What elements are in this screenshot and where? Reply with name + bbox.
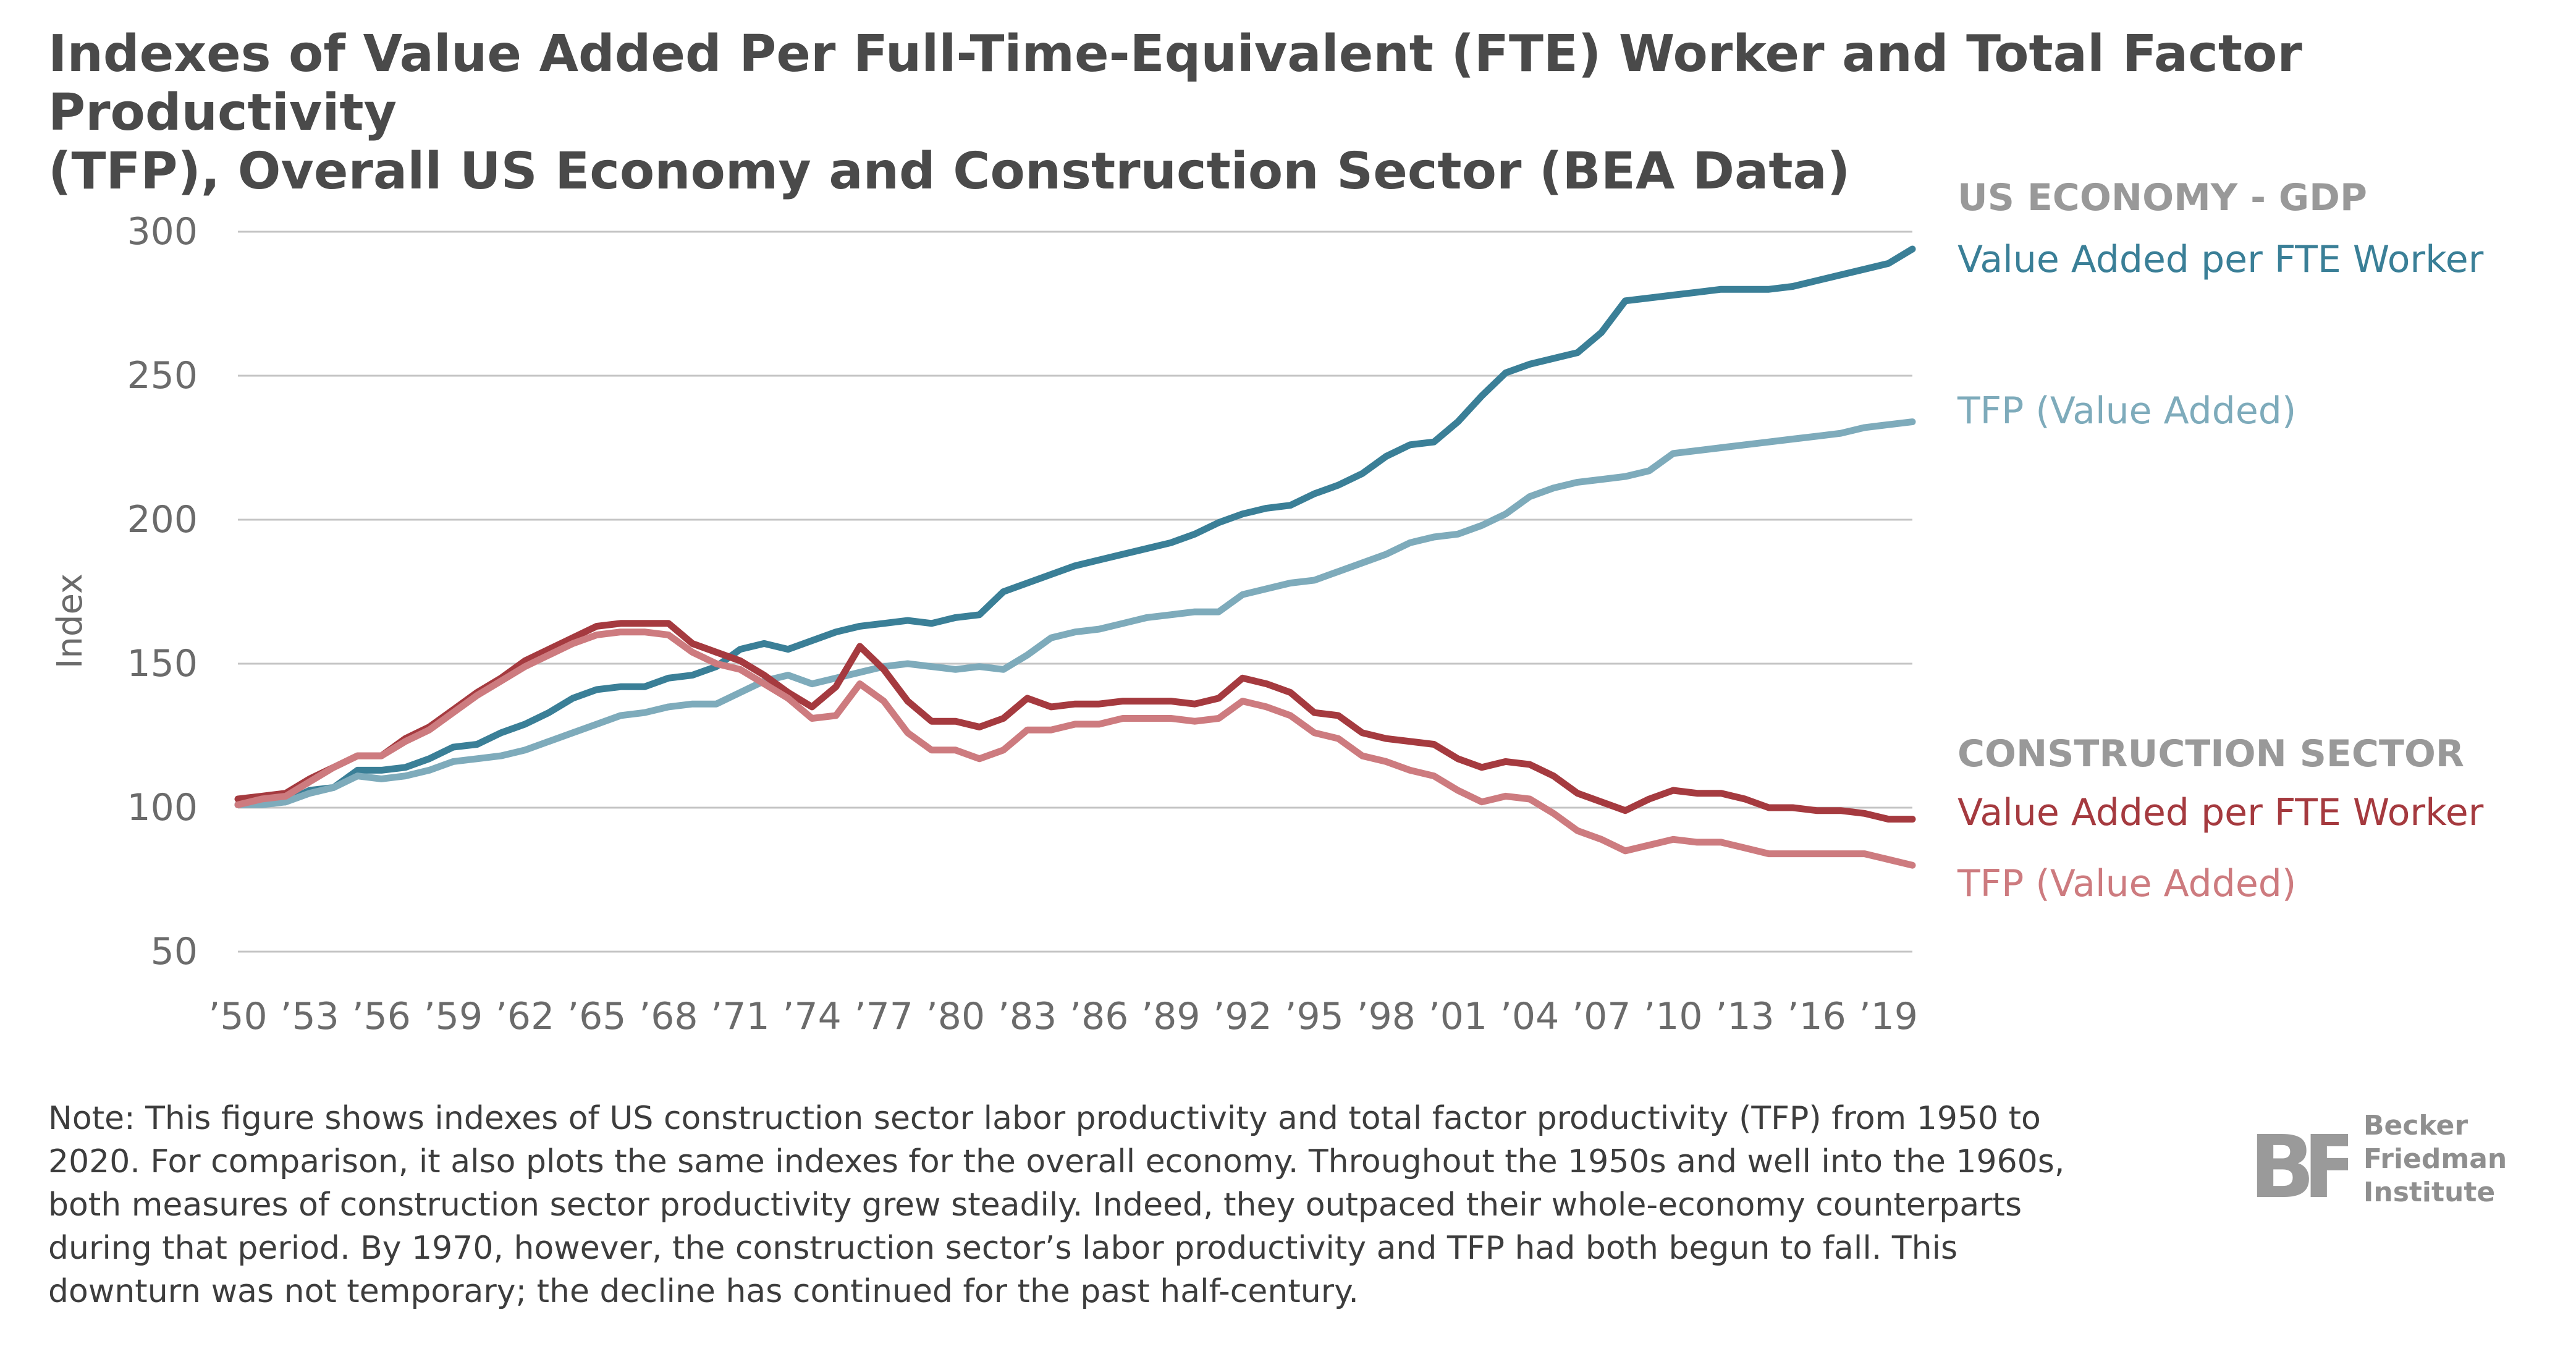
x-tick-label: ’59	[424, 995, 483, 1038]
x-tick-label: ’89	[1141, 995, 1200, 1038]
x-tick-label: ’77	[855, 995, 913, 1038]
series-line	[234, 620, 1916, 823]
x-tick-label: ’10	[1644, 995, 1702, 1038]
y-tick-label: 300	[127, 210, 198, 253]
x-tick-label: ’95	[1285, 995, 1343, 1038]
series-line	[234, 245, 1916, 808]
becker-friedman-logo: BF Becker Friedman Institute	[2249, 1109, 2546, 1220]
figure-note: Note: This figure shows indexes of US co…	[48, 1100, 2065, 1310]
y-tick-label: 50	[151, 930, 198, 973]
y-tick-label: 150	[127, 642, 198, 685]
x-tick-label: ’74	[782, 995, 841, 1038]
x-tick-label: ’92	[1213, 995, 1272, 1038]
legend-entry: TFP (Value Added)	[1957, 862, 2296, 905]
y-tick-label: 250	[127, 354, 198, 397]
x-tick-label: ’07	[1572, 995, 1631, 1038]
legend-entry: Value Added per FTE Worker	[1957, 791, 2484, 834]
series-line	[234, 628, 1916, 869]
x-tick-label: ’98	[1357, 995, 1416, 1038]
logo-line-1: Becker	[2363, 1110, 2468, 1141]
x-tick-label: ’53	[280, 995, 339, 1038]
x-tick-label: ’80	[926, 995, 985, 1038]
legend-entry: Value Added per FTE Worker	[1957, 238, 2484, 281]
x-tick-label: ’86	[1070, 995, 1128, 1038]
logo-line-2: Friedman	[2363, 1143, 2507, 1175]
legend-group-header: CONSTRUCTION SECTOR	[1957, 732, 2464, 776]
chart-title-line-1: Indexes of Value Added Per Full-Time-Equ…	[48, 25, 2302, 142]
x-tick-label: ’71	[711, 995, 769, 1038]
series-lines	[234, 245, 1916, 869]
x-tick-label: ’19	[1859, 995, 1918, 1038]
chart-title-line-2: (TFP), Overall US Economy and Constructi…	[48, 142, 1851, 201]
legend-entry: TFP (Value Added)	[1957, 389, 2296, 433]
series-line	[234, 418, 1916, 808]
x-tick-label: ’65	[567, 995, 626, 1038]
legend-group-header: US ECONOMY - GDP	[1957, 176, 2367, 219]
svg-text:BF: BF	[2249, 1122, 2348, 1208]
y-tick-label: 200	[127, 498, 198, 541]
x-tick-label: ’16	[1787, 995, 1846, 1038]
x-tick-label: ’13	[1715, 995, 1774, 1038]
x-tick-label: ’04	[1500, 995, 1559, 1038]
logo-wordmark: Becker Friedman Institute	[2363, 1109, 2507, 1209]
x-tick-label: ’83	[998, 995, 1057, 1038]
y-axis-ticks: 300 250 200 150 100 50	[127, 210, 198, 973]
x-axis-ticks: ’50 ’53 ’56 ’59 ’62 ’65 ’68 ’71 ’74 ’77 ’80 ’83 ’86 ’…	[208, 995, 1918, 1038]
chart-title: Indexes of Value Added Per Full-Time-Equ…	[48, 25, 2557, 201]
legend: US ECONOMY - GDP CONSTRUCTION SECTOR Value…	[1957, 176, 2484, 905]
x-tick-label: ’50	[208, 995, 267, 1038]
x-tick-label: ’56	[352, 995, 411, 1038]
x-tick-label: ’62	[496, 995, 554, 1038]
y-tick-label: 100	[127, 786, 198, 829]
y-axis-label: Index	[50, 573, 90, 669]
x-tick-label: ’68	[639, 995, 698, 1038]
bf-logo-mark: BF	[2249, 1122, 2348, 1208]
logo-line-3: Institute	[2363, 1177, 2496, 1208]
x-tick-label: ’01	[1429, 995, 1487, 1038]
